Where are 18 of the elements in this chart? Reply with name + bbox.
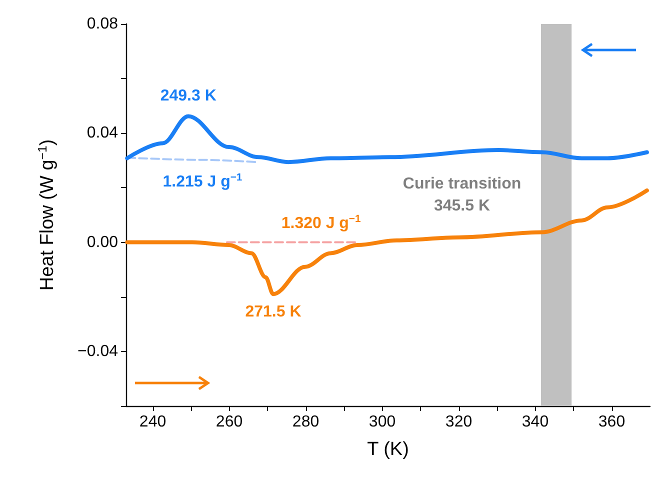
band-label: Curie transition 345.5 K bbox=[402, 176, 522, 214]
line-series bbox=[125, 114, 649, 164]
line-series bbox=[125, 188, 649, 296]
x-tick-label: 300 bbox=[368, 414, 396, 430]
x-axis-title: T (K) bbox=[367, 439, 409, 460]
x-tick-label: 340 bbox=[522, 414, 549, 430]
x-tick-label: 240 bbox=[139, 414, 166, 430]
y-tick-label: 0.04 bbox=[86, 124, 118, 142]
y-tick-label: 0.00 bbox=[86, 234, 118, 251]
x-tick-label: 280 bbox=[292, 414, 320, 430]
y-tick-label: −0.04 bbox=[78, 342, 118, 360]
x-tick-label: 260 bbox=[216, 414, 243, 430]
y-axis-title: Heat Flow (W g−1) bbox=[36, 139, 58, 291]
x-tick-label: 320 bbox=[445, 414, 472, 430]
annotation: 249.3 K bbox=[160, 88, 217, 105]
y-tick-label: 0.08 bbox=[86, 16, 118, 32]
annotation: 271.5 K bbox=[245, 304, 302, 321]
x-tick-label: 360 bbox=[598, 414, 626, 430]
